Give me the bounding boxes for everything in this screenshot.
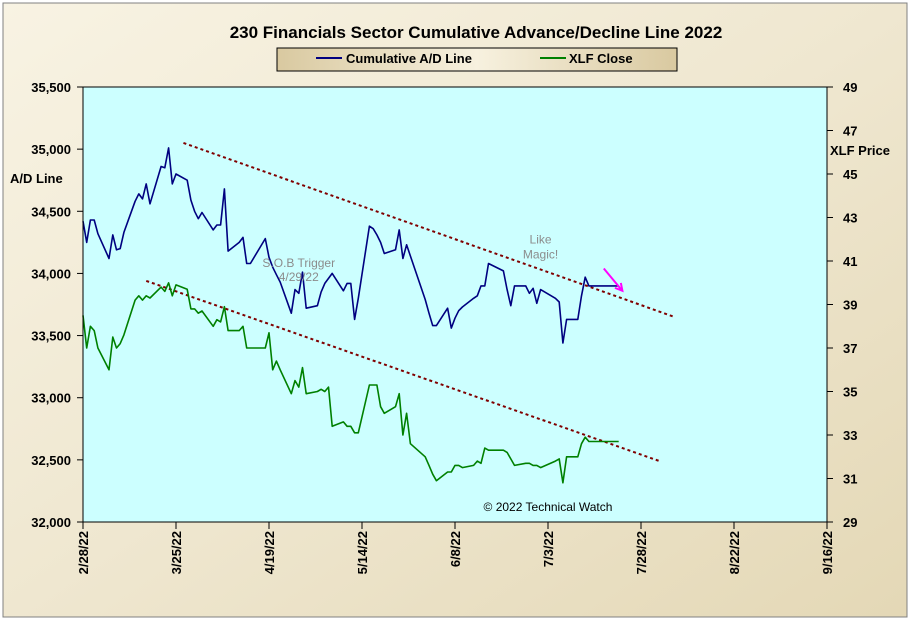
right-axis-tick-label: 45 xyxy=(843,167,857,182)
left-axis-tick-label: 35,500 xyxy=(31,80,71,95)
left-axis: 32,000 32,500 33,000 33,500 34,000 34,500 35,0… xyxy=(31,80,83,530)
left-axis-tick-label: 33,500 xyxy=(31,329,71,344)
legend: Cumulative A/D Line XLF Close xyxy=(276,47,678,72)
annotation-text: Magic! xyxy=(523,248,558,262)
x-axis-tick-label: 7/28/22 xyxy=(634,531,649,574)
right-axis-tick-label: 47 xyxy=(843,124,857,139)
x-axis-tick-label: 2/28/22 xyxy=(76,531,91,574)
right-axis-tick-label: 37 xyxy=(843,341,857,356)
left-axis-tick-label: 32,000 xyxy=(31,515,71,530)
legend-label-ad-line: Cumulative A/D Line xyxy=(346,51,472,66)
left-axis-tick-label: 34,500 xyxy=(31,204,71,219)
series-line-ad xyxy=(82,147,619,344)
legend-label-xlf: XLF Close xyxy=(569,51,633,66)
left-axis-tick-label: 33,000 xyxy=(31,391,71,406)
right-axis-tick-label: 43 xyxy=(843,211,857,226)
left-axis-tick-label: 35,000 xyxy=(31,142,71,157)
trendline xyxy=(145,279,660,463)
left-axis-title: A/D Line xyxy=(10,171,63,186)
x-axis: 2/28/22 3/25/22 4/19/22 5/14/22 6/8/22 7/3/22… xyxy=(76,522,835,574)
chart-title: 230 Financials Sector Cumulative Advance… xyxy=(230,23,723,42)
right-axis-tick-label: 33 xyxy=(843,428,857,443)
right-axis-tick-label: 41 xyxy=(843,254,857,269)
trendlines xyxy=(145,141,675,463)
series-line-xlf xyxy=(82,281,619,484)
right-axis-title: XLF Price xyxy=(830,143,890,158)
pointer-arrow xyxy=(603,267,624,293)
legend-box xyxy=(276,47,678,72)
copyright-note: © 2022 Technical Watch xyxy=(484,500,613,514)
right-axis-tick-label: 35 xyxy=(843,385,857,400)
trendline xyxy=(183,141,675,318)
plot-area xyxy=(83,87,827,522)
left-axis-tick-label: 32,500 xyxy=(31,453,71,468)
left-axis-tick-label: 34,000 xyxy=(31,266,71,281)
annotation-text: S.O.B Trigger xyxy=(262,256,335,270)
right-axis-tick-label: 29 xyxy=(843,515,857,530)
pointer-arrow-shaft xyxy=(603,267,624,292)
x-axis-tick-label: 6/8/22 xyxy=(448,531,463,567)
x-axis-tick-label: 3/25/22 xyxy=(169,531,184,574)
x-axis-tick-label: 4/19/22 xyxy=(262,531,277,574)
x-axis-tick-label: 9/16/22 xyxy=(820,531,835,574)
annotation-text: Like xyxy=(530,233,552,247)
x-axis-tick-label: 7/3/22 xyxy=(541,531,556,567)
x-axis-tick-label: 5/14/22 xyxy=(355,531,370,574)
x-axis-tick-label: 8/22/22 xyxy=(727,531,742,574)
pointer-arrow-head xyxy=(614,282,624,293)
right-axis-tick-label: 39 xyxy=(843,298,857,313)
right-axis: 29 31 33 35 37 39 41 43 45 47 49 xyxy=(827,80,857,530)
series-lines xyxy=(82,147,619,484)
annotation-text: 4/29/22 xyxy=(279,270,319,284)
right-axis-tick-label: 31 xyxy=(843,472,857,487)
right-axis-tick-label: 49 xyxy=(843,80,857,95)
